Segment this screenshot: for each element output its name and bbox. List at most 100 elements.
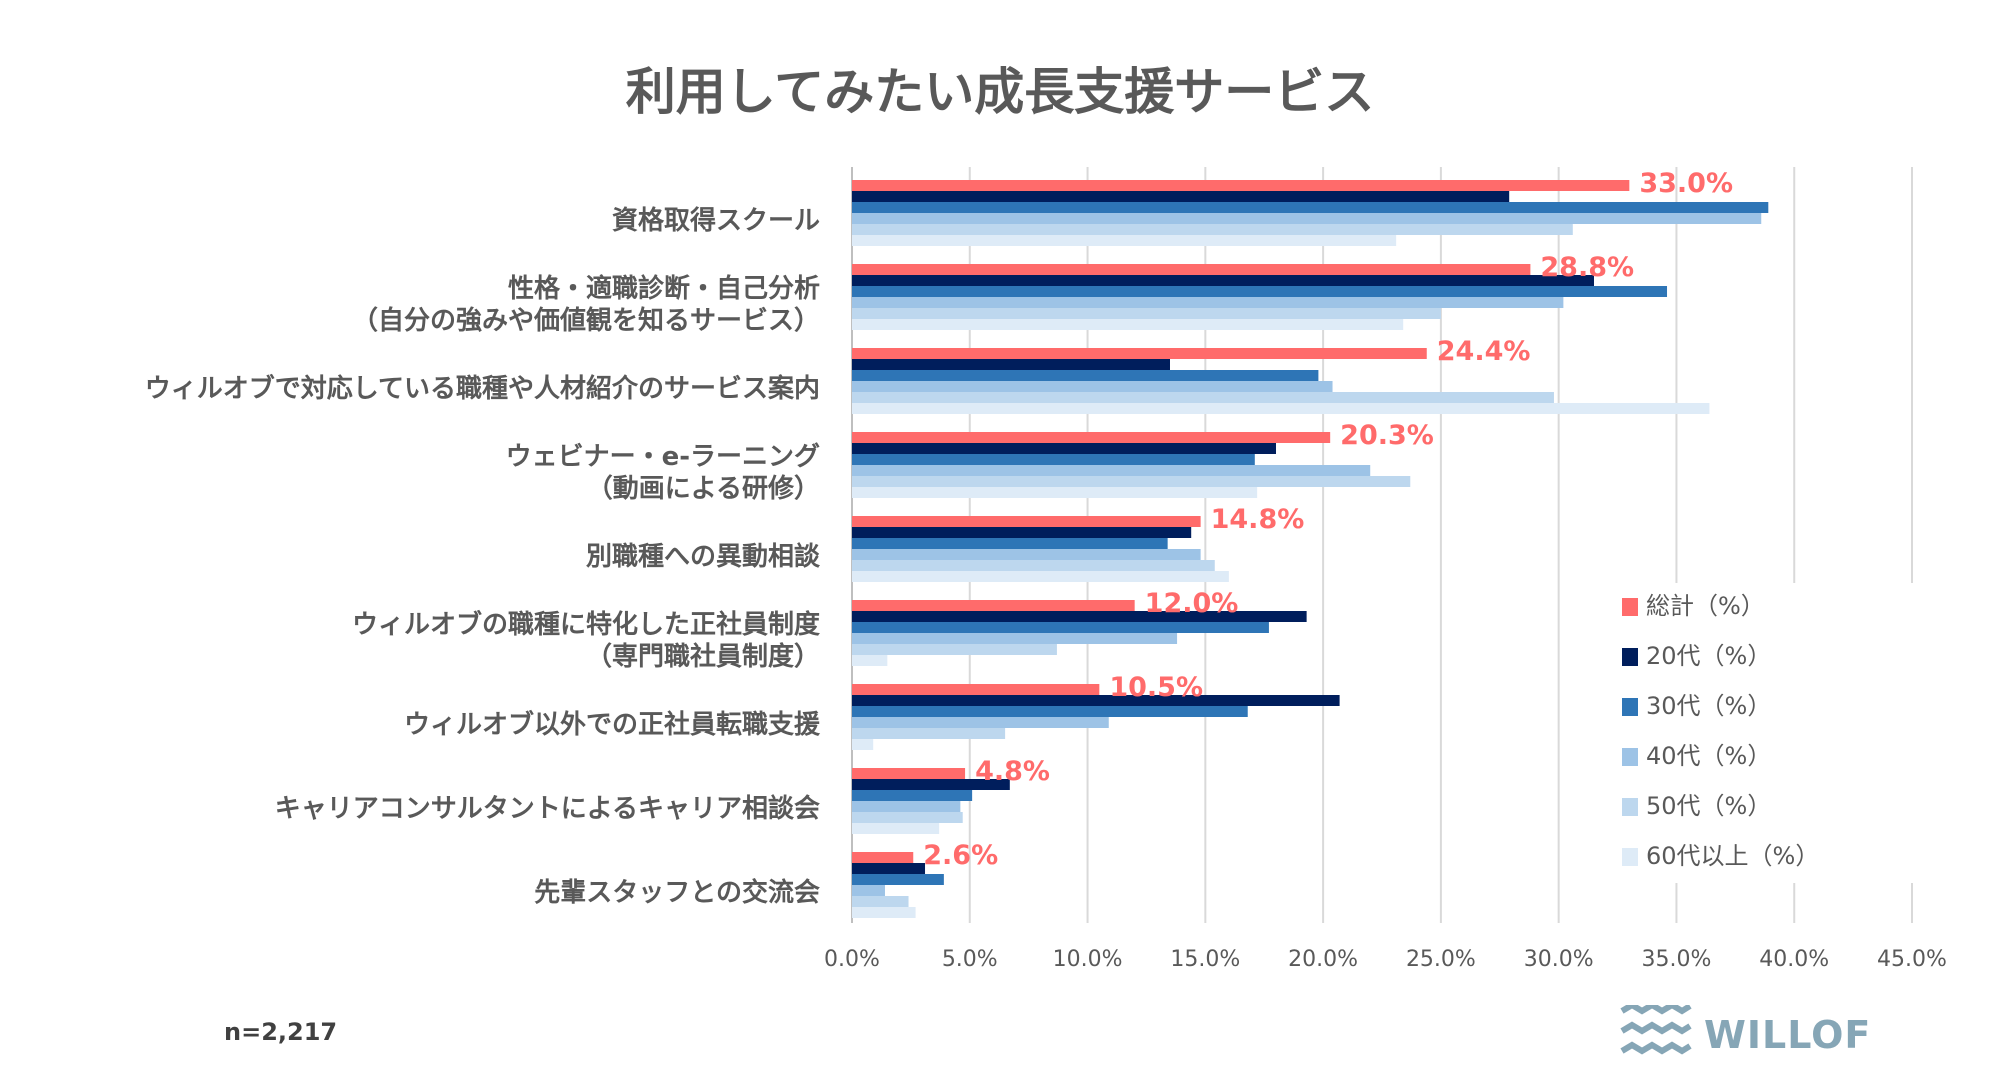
legend-label: 40代（%） <box>1646 742 1771 770</box>
bar-total <box>852 600 1135 611</box>
bar-age20s <box>852 443 1276 454</box>
bar-age60s <box>852 655 888 666</box>
chart-title: 利用してみたい成長支援サービス <box>625 63 1375 121</box>
data-label: 2.6% <box>923 840 998 871</box>
bar-age50s <box>852 728 1006 739</box>
bar-total <box>852 348 1427 359</box>
category-label: 先輩スタッフとの交流会 <box>534 878 820 908</box>
data-label: 14.8% <box>1211 504 1305 535</box>
data-label: 24.4% <box>1437 336 1531 367</box>
bar-age50s <box>852 560 1215 571</box>
x-tick-label: 25.0% <box>1406 947 1476 972</box>
x-tick-label: 5.0% <box>942 947 998 972</box>
bar-age40s <box>852 885 885 896</box>
legend-label: 50代（%） <box>1646 792 1771 820</box>
sample-size-note: n=2,217 <box>224 1018 338 1046</box>
bar-age40s <box>852 213 1762 224</box>
bar-age60s <box>852 823 940 834</box>
x-tick-label: 0.0% <box>824 947 880 972</box>
legend-swatch <box>1622 848 1638 866</box>
bar-age50s <box>852 896 909 907</box>
bar-age50s <box>852 476 1411 487</box>
data-label: 28.8% <box>1540 252 1634 283</box>
bar-age20s <box>852 695 1340 706</box>
bar-age20s <box>852 275 1594 286</box>
bar-age60s <box>852 319 1404 330</box>
bar-age50s <box>852 644 1057 655</box>
bar-age50s <box>852 392 1554 403</box>
bar-total <box>852 264 1531 275</box>
legend-swatch <box>1622 748 1638 766</box>
bar-age60s <box>852 235 1397 246</box>
bar-age50s <box>852 308 1441 319</box>
bar-age60s <box>852 571 1229 582</box>
legend-label: 30代（%） <box>1646 692 1771 720</box>
legend-background <box>1605 583 1925 883</box>
bar-age40s <box>852 633 1178 644</box>
category-label: 性格・適職診断・自己分析 （自分の強みや価値観を知るサービス） <box>351 274 820 336</box>
bar-age20s <box>852 863 926 874</box>
bar-age60s <box>852 739 874 750</box>
bar-age50s <box>852 812 963 823</box>
category-label: ウィルオブ以外での正社員転職支援 <box>403 710 820 740</box>
bar-age40s <box>852 717 1109 728</box>
bar-age30s <box>852 202 1769 213</box>
bar-age30s <box>852 706 1248 717</box>
legend-label: 総計（%） <box>1646 592 1765 620</box>
category-label: 資格取得スクール <box>611 206 820 236</box>
x-tick-label: 15.0% <box>1170 947 1240 972</box>
bar-age40s <box>852 801 961 812</box>
legend-swatch <box>1622 798 1638 816</box>
data-label: 4.8% <box>975 756 1050 787</box>
category-label: ウィルオブで対応している職種や人材紹介のサービス案内 <box>144 374 820 404</box>
category-label: ウェビナー・e-ラーニング （動画による研修） <box>505 442 820 504</box>
x-tick-label: 35.0% <box>1641 947 1711 972</box>
bar-age20s <box>852 359 1170 370</box>
legend-swatch <box>1622 698 1638 716</box>
bar-age20s <box>852 611 1307 622</box>
bar-age30s <box>852 538 1168 549</box>
bar-total <box>852 852 914 863</box>
data-label: 20.3% <box>1340 420 1434 451</box>
bar-age30s <box>852 286 1668 297</box>
bar-age20s <box>852 779 1010 790</box>
legend-swatch <box>1622 648 1638 666</box>
legend-label: 60代以上（%） <box>1646 842 1819 870</box>
logo-text: WILLOF <box>1704 1013 1872 1057</box>
waves-icon <box>1620 1005 1692 1055</box>
willof-logo: WILLOF <box>1618 1005 1870 1061</box>
data-label: 10.5% <box>1109 672 1203 703</box>
bar-age20s <box>852 191 1510 202</box>
bar-age30s <box>852 622 1269 633</box>
bar-age40s <box>852 297 1564 308</box>
legend-swatch <box>1622 598 1638 616</box>
bar-total <box>852 516 1201 527</box>
bar-age40s <box>852 381 1333 392</box>
category-label: ウィルオブの職種に特化した正社員制度 （専門職社員制度） <box>351 610 820 672</box>
bar-age60s <box>852 403 1710 414</box>
bar-age60s <box>852 487 1258 498</box>
bar-age40s <box>852 549 1201 560</box>
bar-age50s <box>852 224 1573 235</box>
bar-age40s <box>852 465 1371 476</box>
x-tick-label: 20.0% <box>1288 947 1358 972</box>
bar-total <box>852 684 1100 695</box>
bar-age30s <box>852 790 973 801</box>
bar-age30s <box>852 370 1319 381</box>
x-tick-label: 40.0% <box>1759 947 1829 972</box>
x-tick-label: 45.0% <box>1877 947 1947 972</box>
data-label: 12.0% <box>1145 588 1239 619</box>
bar-total <box>852 768 966 779</box>
category-label: 別職種への異動相談 <box>585 542 820 572</box>
bar-age20s <box>852 527 1192 538</box>
x-tick-label: 30.0% <box>1524 947 1594 972</box>
bar-age30s <box>852 454 1255 465</box>
bar-total <box>852 180 1630 191</box>
category-label: キャリアコンサルタントによるキャリア相談会 <box>274 794 820 824</box>
bar-age60s <box>852 907 916 918</box>
legend-label: 20代（%） <box>1646 642 1771 670</box>
bar-total <box>852 432 1331 443</box>
bar-age30s <box>852 874 944 885</box>
x-tick-label: 10.0% <box>1053 947 1123 972</box>
